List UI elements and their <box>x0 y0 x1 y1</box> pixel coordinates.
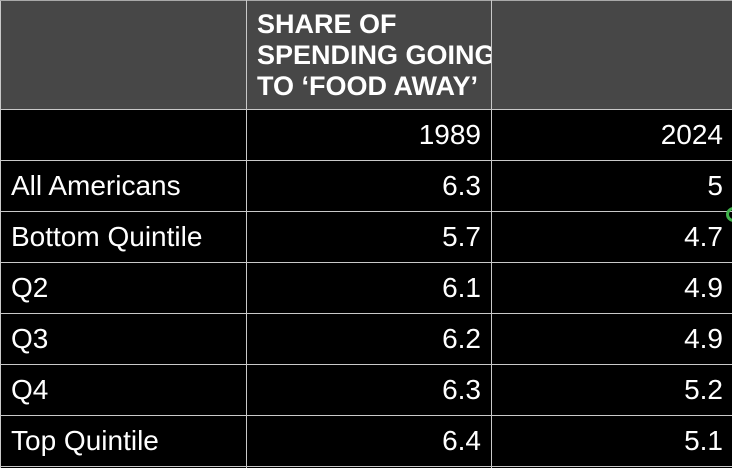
clipped-next-row <box>0 466 732 468</box>
year-2024-cell[interactable]: 2024 <box>491 109 732 161</box>
row-label-cell[interactable]: Top Quintile <box>0 415 247 467</box>
row-label-cell[interactable]: All Americans <box>0 160 247 212</box>
value-1989-cell[interactable]: 5.7 <box>246 211 492 263</box>
table-row: Q4 6.3 5.2 <box>0 364 732 416</box>
value-2024-cell[interactable]: 4.9 <box>491 313 732 365</box>
value-2024-cell[interactable]: 5 <box>491 160 732 212</box>
header-empty-cell-right[interactable] <box>491 0 732 110</box>
row-label-cell[interactable]: Bottom Quintile <box>0 211 247 263</box>
clipped-cell[interactable] <box>491 466 732 468</box>
year-row-empty-cell[interactable] <box>0 109 247 161</box>
value-1989-cell[interactable]: 6.3 <box>246 364 492 416</box>
table-row: Q3 6.2 4.9 <box>0 313 732 365</box>
table-title-cell[interactable]: SHARE OF SPENDING GOING TO ‘FOOD AWAY’ <box>246 0 492 110</box>
value-2024-cell[interactable]: 5.1 <box>491 415 732 467</box>
value-1989-cell[interactable]: 6.4 <box>246 415 492 467</box>
row-label-cell[interactable]: Q4 <box>0 364 247 416</box>
table-row: Bottom Quintile 5.7 4.7 <box>0 211 732 263</box>
value-1989-cell[interactable]: 6.3 <box>246 160 492 212</box>
value-1989-cell[interactable]: 6.1 <box>246 262 492 314</box>
row-label-cell[interactable]: Q2 <box>0 262 247 314</box>
value-1989-cell[interactable]: 6.2 <box>246 313 492 365</box>
green-presence-dot-icon <box>726 207 732 222</box>
table-row: Q2 6.1 4.9 <box>0 262 732 314</box>
table-header-row: SHARE OF SPENDING GOING TO ‘FOOD AWAY’ <box>0 0 732 110</box>
value-2024-cell[interactable]: 4.9 <box>491 262 732 314</box>
row-label-cell[interactable]: Q3 <box>0 313 247 365</box>
value-2024-cell[interactable]: 5.2 <box>491 364 732 416</box>
year-1989-cell[interactable]: 1989 <box>246 109 492 161</box>
year-header-row: 1989 2024 <box>0 109 732 161</box>
value-2024-cell[interactable]: 4.7 <box>491 211 732 263</box>
table-row: All Americans 6.3 5 <box>0 160 732 212</box>
table-row: Top Quintile 6.4 5.1 <box>0 415 732 467</box>
header-empty-cell-left[interactable] <box>0 0 247 110</box>
